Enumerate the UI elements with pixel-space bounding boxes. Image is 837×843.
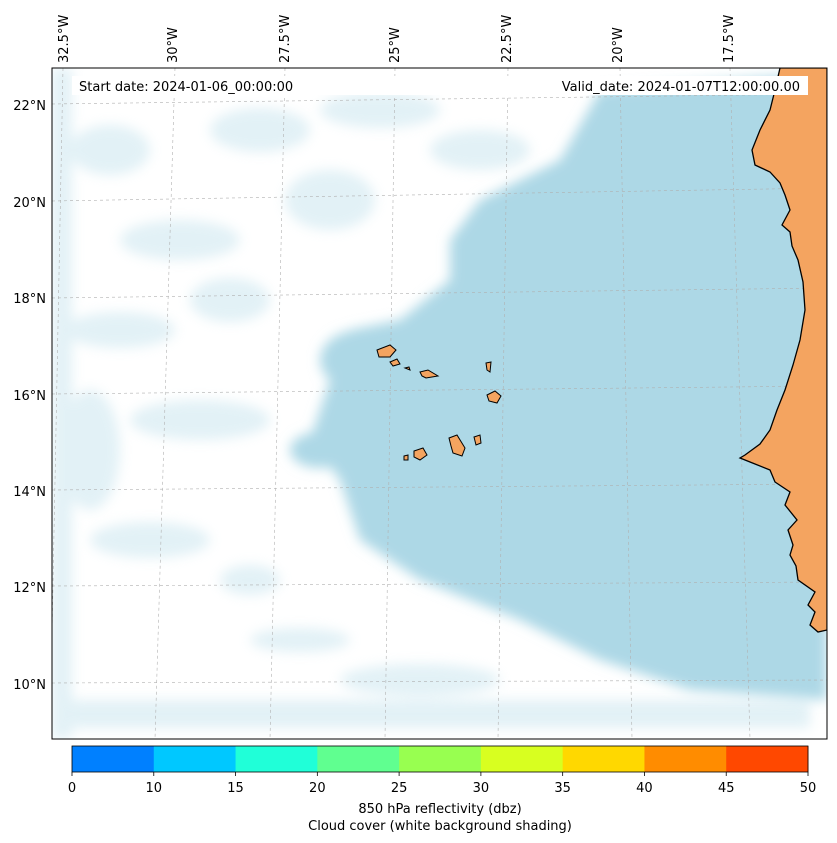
- lat-label-14n: 14°N: [13, 485, 46, 500]
- lat-label-16n: 16°N: [13, 389, 46, 404]
- map-panel: Start date: 2024-01-06_00:00:00 Valid_da…: [50, 68, 827, 739]
- colorbar-tick-label: 50: [800, 781, 817, 796]
- colorbar-swatch: [236, 746, 318, 772]
- colorbar-swatch: [72, 746, 154, 772]
- lon-label-30w: 30°W: [166, 27, 181, 63]
- colorbar-swatch: [154, 746, 236, 772]
- colorbar-tick-label: 10: [146, 781, 163, 796]
- colorbar: 0 10 15 20 25 30 35 40 45 50 850 hPa reflectivity…: [68, 746, 816, 834]
- lon-label-17-5w: 17.5°W: [722, 15, 737, 63]
- latitude-labels: 22°N 20°N 18°N 16°N 14°N 12°N 10°N: [13, 99, 46, 693]
- valid-date-label: Valid_date: 2024-01-07T12:00:00.00: [562, 80, 800, 95]
- longitude-labels: 32.5°W 30°W 27.5°W 25°W 22.5°W 20°W 17.5…: [57, 15, 737, 63]
- lat-label-18n: 18°N: [13, 292, 46, 307]
- lat-label-12n: 12°N: [13, 581, 46, 596]
- colorbar-tick-label: 30: [473, 781, 490, 796]
- start-date-label: Start date: 2024-01-06_00:00:00: [79, 80, 293, 95]
- colorbar-sublabel: Cloud cover (white background shading): [308, 819, 572, 834]
- lat-label-22n: 22°N: [13, 99, 46, 114]
- colorbar-swatch: [399, 746, 481, 772]
- lat-label-10n: 10°N: [13, 678, 46, 693]
- colorbar-tick-label: 25: [391, 781, 408, 796]
- lon-label-32-5w: 32.5°W: [57, 15, 72, 63]
- colorbar-label: 850 hPa reflectivity (dbz): [358, 802, 521, 817]
- colorbar-tick-label: 0: [68, 781, 76, 796]
- colorbar-swatch: [563, 746, 645, 772]
- colorbar-ticks: 0 10 15 20 25 30 35 40 45 50: [68, 772, 816, 796]
- colorbar-tick-label: 15: [227, 781, 244, 796]
- colorbar-swatch: [317, 746, 399, 772]
- colorbar-swatch: [644, 746, 726, 772]
- island-brava: [404, 455, 408, 460]
- lon-label-20w: 20°W: [611, 27, 626, 63]
- colorbar-tick-label: 20: [309, 781, 326, 796]
- lon-label-25w: 25°W: [388, 27, 403, 63]
- colorbar-swatch: [726, 746, 808, 772]
- lat-label-20n: 20°N: [13, 196, 46, 211]
- colorbar-tick-label: 40: [636, 781, 653, 796]
- lon-label-22-5w: 22.5°W: [500, 15, 515, 63]
- colorbar-swatch: [481, 746, 563, 772]
- colorbar-tick-label: 45: [718, 781, 735, 796]
- lon-label-27-5w: 27.5°W: [278, 15, 293, 63]
- colorbar-tick-label: 35: [554, 781, 571, 796]
- colorbar-swatches: [72, 746, 809, 772]
